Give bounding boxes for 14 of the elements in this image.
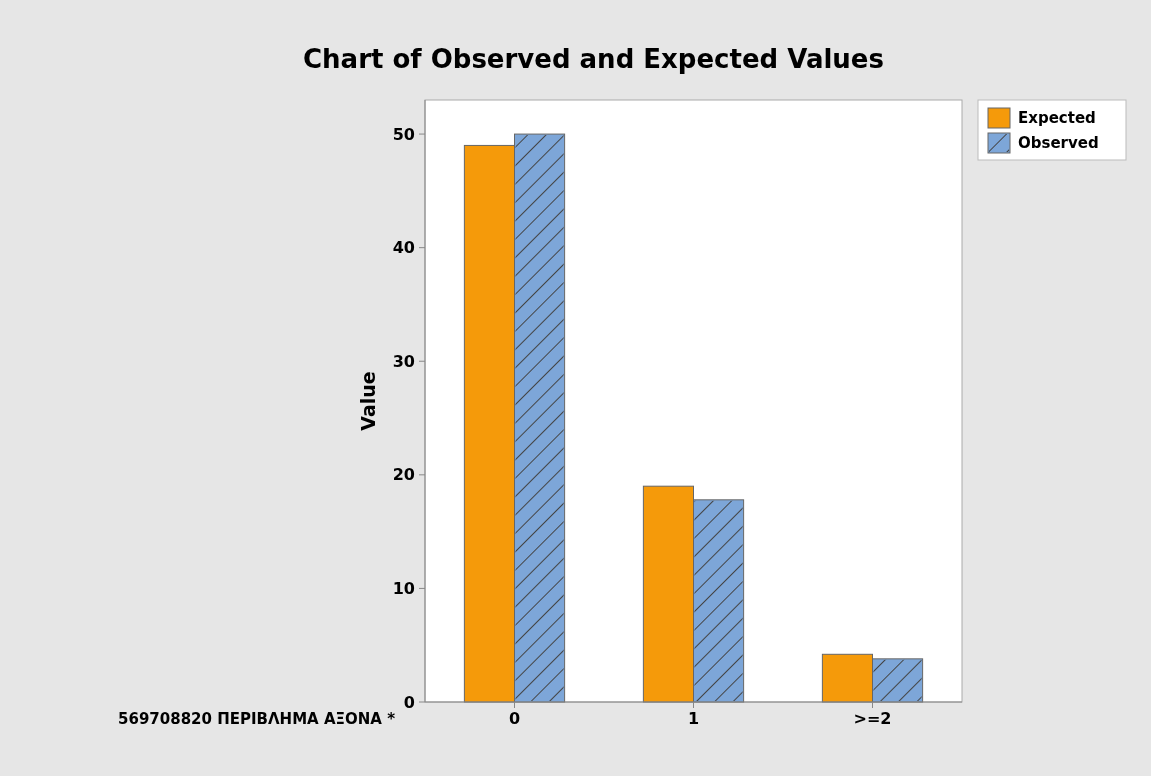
x-tick-label: >=2 [853,709,892,728]
y-tick-label: 20 [392,465,415,485]
x-tick-label: 1 [687,709,700,728]
legend-label: Expected [1018,109,1096,128]
x-tick-label: 0 [508,709,521,728]
y-tick-label: 0 [403,692,415,712]
x-axis-title: 569708820 ΠΕΡΙΒΛΗΜΑ ΑΞΟΝΑ * [118,710,396,728]
legend-label: Observed [1018,134,1099,153]
y-tick-label: 40 [392,238,415,258]
y-axis-title: Value [357,371,379,431]
y-tick-label: 30 [392,351,415,371]
y-tick-label: 10 [392,579,415,599]
y-tick-label: 50 [392,124,415,144]
chart-title: Chart of Observed and Expected Values [303,44,884,74]
